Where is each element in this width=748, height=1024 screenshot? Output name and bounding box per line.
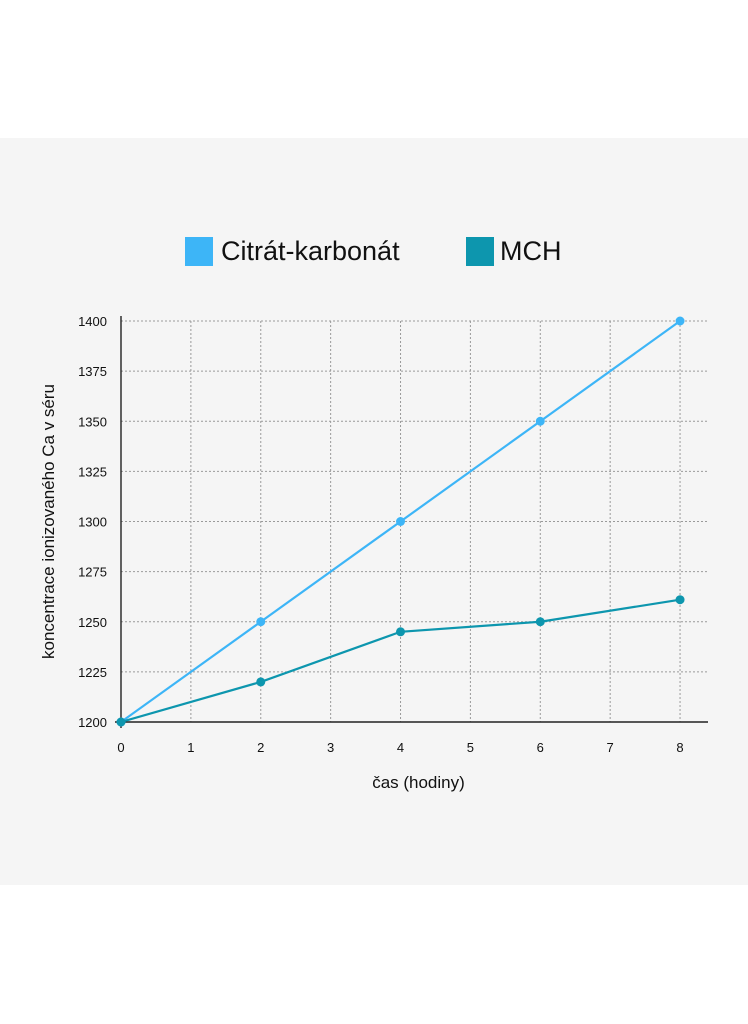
x-tick-label-4: 4 bbox=[397, 740, 404, 755]
x-tick-label-7: 7 bbox=[607, 740, 614, 755]
y-tick-label-1: 1225 bbox=[78, 665, 107, 680]
series-1-point-3 bbox=[535, 617, 545, 627]
series-1-point-4 bbox=[675, 595, 685, 605]
x-tick-label-0: 0 bbox=[117, 740, 124, 755]
y-tick-label-3: 1275 bbox=[78, 565, 107, 580]
x-tick-label-3: 3 bbox=[327, 740, 334, 755]
x-tick-label-6: 6 bbox=[537, 740, 544, 755]
legend-label-0: Citrát-karbonát bbox=[221, 236, 400, 266]
y-tick-label-8: 1400 bbox=[78, 314, 107, 329]
y-tick-label-0: 1200 bbox=[78, 715, 107, 730]
series-0-point-4 bbox=[675, 316, 685, 326]
x-axis-label: čas (hodiny) bbox=[372, 773, 465, 792]
series-1-point-1 bbox=[256, 677, 266, 687]
series-0-point-2 bbox=[396, 517, 406, 526]
series-0-point-1 bbox=[256, 617, 266, 627]
y-tick-label-6: 1350 bbox=[78, 414, 107, 429]
series-lines bbox=[116, 316, 685, 727]
x-tick-labels: 0 1 2 3 4 5 6 7 8 bbox=[117, 740, 683, 755]
legend-swatch-0 bbox=[185, 237, 213, 266]
axes bbox=[115, 316, 708, 728]
series-0-point-3 bbox=[535, 416, 545, 426]
legend-label-1: MCH bbox=[500, 236, 562, 266]
legend: Citrát-karbonát MCH bbox=[185, 236, 562, 266]
chart-panel: Citrát-karbonát MCH 1200 1225 1250 1275 1300 1… bbox=[0, 138, 748, 885]
line-chart: Citrát-karbonát MCH 120012251250127513001… bbox=[39, 236, 708, 792]
legend-swatch-1 bbox=[466, 237, 494, 266]
y-tick-label-7: 1375 bbox=[78, 364, 107, 379]
x-tick-label-8: 8 bbox=[676, 740, 683, 755]
y-tick-label-2: 1250 bbox=[78, 615, 107, 630]
y-axis-label: koncentrace ionizovaného Ca v séru bbox=[39, 384, 58, 659]
grid bbox=[121, 320, 708, 722]
x-tick-label-5: 5 bbox=[467, 740, 474, 755]
y-tick-labels: 1200 1225 1250 1275 1300 1325 1350 1375 1400 bbox=[78, 314, 107, 730]
x-tick-label-2: 2 bbox=[257, 740, 264, 755]
y-tick-label-5: 1325 bbox=[78, 464, 107, 479]
series-1-point-2 bbox=[396, 627, 406, 637]
y-tick-label-4: 1300 bbox=[78, 515, 107, 530]
series-1-point-0 bbox=[116, 717, 126, 727]
x-tick-label-1: 1 bbox=[187, 740, 194, 755]
